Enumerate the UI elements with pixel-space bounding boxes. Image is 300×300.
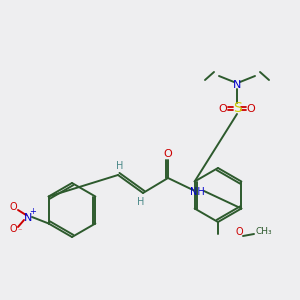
Text: N: N — [24, 213, 32, 223]
Text: O: O — [9, 224, 17, 234]
Text: H: H — [116, 161, 124, 171]
Text: O: O — [247, 104, 255, 114]
Text: O: O — [219, 104, 227, 114]
Text: S: S — [232, 101, 242, 115]
Text: CH₃: CH₃ — [256, 227, 272, 236]
Text: O: O — [9, 202, 17, 212]
Text: NH: NH — [190, 187, 204, 197]
Text: O: O — [164, 149, 172, 159]
Text: H: H — [137, 197, 145, 207]
Text: +: + — [30, 208, 36, 217]
Text: N: N — [233, 80, 241, 90]
Text: ⁻: ⁻ — [18, 226, 22, 236]
Text: O: O — [235, 227, 243, 237]
